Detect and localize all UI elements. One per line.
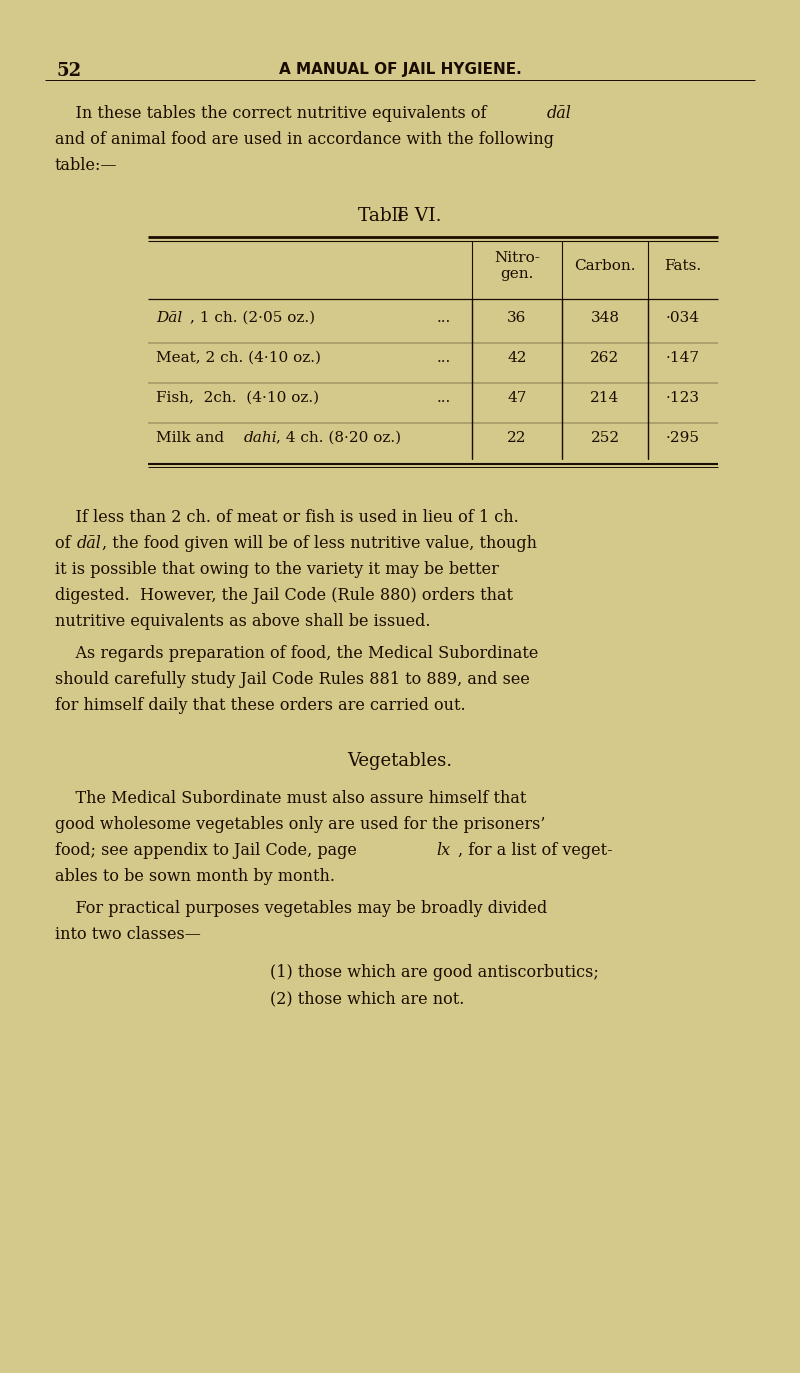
Text: ...: ... bbox=[437, 312, 451, 325]
Text: 36: 36 bbox=[507, 312, 526, 325]
Text: A MANUAL OF JAIL HYGIENE.: A MANUAL OF JAIL HYGIENE. bbox=[278, 62, 522, 77]
Text: Fats.: Fats. bbox=[665, 259, 702, 273]
Text: 252: 252 bbox=[590, 431, 619, 445]
Text: ·295: ·295 bbox=[666, 431, 700, 445]
Text: dāl: dāl bbox=[547, 104, 572, 122]
Text: ...: ... bbox=[437, 391, 451, 405]
Text: ...: ... bbox=[437, 351, 451, 365]
Text: Fish,  2ch.  (4·10 oz.): Fish, 2ch. (4·10 oz.) bbox=[156, 391, 319, 405]
Text: and of animal food are used in accordance with the following: and of animal food are used in accordanc… bbox=[55, 130, 554, 148]
Text: Vegetables.: Vegetables. bbox=[347, 752, 453, 770]
Text: Nitro-: Nitro- bbox=[494, 251, 540, 265]
Text: (2) those which are not.: (2) those which are not. bbox=[270, 990, 464, 1006]
Text: ·147: ·147 bbox=[666, 351, 700, 365]
Text: (1) those which are good antiscorbutics;: (1) those which are good antiscorbutics; bbox=[270, 964, 599, 980]
Text: If less than 2 ch. of meat or fish is used in lieu of 1 ch.: If less than 2 ch. of meat or fish is us… bbox=[55, 509, 518, 526]
Text: lx: lx bbox=[436, 842, 450, 859]
Text: Carbon.: Carbon. bbox=[574, 259, 636, 273]
Text: 214: 214 bbox=[590, 391, 620, 405]
Text: For practical purposes vegetables may be broadly divided: For practical purposes vegetables may be… bbox=[55, 899, 547, 917]
Text: ·123: ·123 bbox=[666, 391, 700, 405]
Text: for himself daily that these orders are carried out.: for himself daily that these orders are … bbox=[55, 697, 466, 714]
Text: into two classes—: into two classes— bbox=[55, 925, 201, 943]
Text: good wholesome vegetables only are used for the prisoners’: good wholesome vegetables only are used … bbox=[55, 816, 546, 833]
Text: As regards preparation of food, the Medical Subordinate: As regards preparation of food, the Medi… bbox=[55, 645, 538, 662]
Text: The Medical Subordinate must also assure himself that: The Medical Subordinate must also assure… bbox=[55, 789, 526, 807]
Text: gen.: gen. bbox=[500, 266, 534, 281]
Text: dahi: dahi bbox=[244, 431, 278, 445]
Text: food; see appendix to Jail Code, page: food; see appendix to Jail Code, page bbox=[55, 842, 362, 859]
Text: it is possible that owing to the variety it may be better: it is possible that owing to the variety… bbox=[55, 562, 499, 578]
Text: T: T bbox=[394, 207, 406, 225]
Text: Meat, 2 ch. (4·10 oz.): Meat, 2 ch. (4·10 oz.) bbox=[156, 351, 321, 365]
Text: ·034: ·034 bbox=[666, 312, 700, 325]
Text: 47: 47 bbox=[507, 391, 526, 405]
Text: 42: 42 bbox=[507, 351, 526, 365]
Text: 22: 22 bbox=[507, 431, 526, 445]
Text: 348: 348 bbox=[590, 312, 619, 325]
Text: , 1 ch. (2·05 oz.): , 1 ch. (2·05 oz.) bbox=[190, 312, 315, 325]
Text: Milk and: Milk and bbox=[156, 431, 229, 445]
Text: Dāl: Dāl bbox=[156, 312, 182, 325]
Text: 52: 52 bbox=[57, 62, 82, 80]
Text: 262: 262 bbox=[590, 351, 620, 365]
Text: ables to be sown month by month.: ables to be sown month by month. bbox=[55, 868, 335, 886]
Text: of: of bbox=[55, 535, 76, 552]
Text: Table VI.: Table VI. bbox=[358, 207, 442, 225]
Text: , the food given will be of less nutritive value, though: , the food given will be of less nutriti… bbox=[102, 535, 537, 552]
Text: , for a list of veget-: , for a list of veget- bbox=[458, 842, 613, 859]
Text: table:—: table:— bbox=[55, 157, 118, 174]
Text: In these tables the correct nutritive equivalents of: In these tables the correct nutritive eq… bbox=[55, 104, 492, 122]
Text: should carefully study Jail Code Rules 881 to 889, and see: should carefully study Jail Code Rules 8… bbox=[55, 671, 530, 688]
Text: digested.  However, the Jail Code (Rule 880) orders that: digested. However, the Jail Code (Rule 8… bbox=[55, 588, 513, 604]
Text: nutritive equivalents as above shall be issued.: nutritive equivalents as above shall be … bbox=[55, 612, 430, 630]
Text: dāl: dāl bbox=[77, 535, 102, 552]
Text: , 4 ch. (8·20 oz.): , 4 ch. (8·20 oz.) bbox=[276, 431, 401, 445]
